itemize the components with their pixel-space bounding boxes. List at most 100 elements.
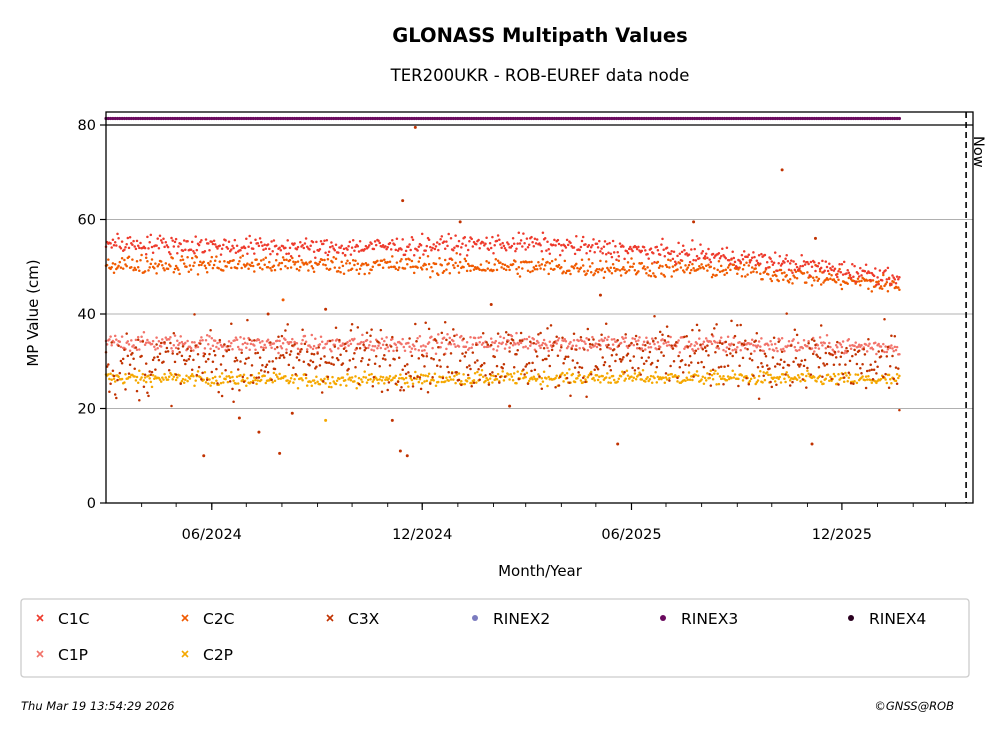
data-point-c2c — [589, 271, 593, 274]
data-point-c1c — [131, 243, 134, 247]
data-point-c1p — [813, 350, 816, 353]
data-point-c3x — [325, 361, 329, 365]
data-point-c3x — [305, 350, 309, 354]
data-point-c1c — [707, 247, 710, 251]
rinex-strip-point — [863, 116, 867, 121]
data-point-c2c — [750, 266, 754, 269]
data-point-c1p — [240, 348, 243, 352]
data-point-c1p — [849, 347, 853, 351]
data-point-c3x — [452, 328, 455, 331]
data-point-c1c — [543, 237, 547, 240]
data-point-c3x — [678, 366, 682, 369]
data-point-c1p — [156, 346, 159, 350]
data-point-c3x — [282, 356, 286, 359]
data-point-c1p — [540, 343, 544, 347]
data-point-c1c — [606, 242, 609, 246]
data-point-c2p — [694, 373, 698, 377]
rinex-strip-point — [373, 116, 377, 121]
data-point-c2p — [219, 381, 223, 385]
data-point-c3x — [668, 379, 671, 382]
data-point-c2p — [406, 381, 409, 384]
data-point-c3x — [110, 341, 113, 344]
rinex-strip-point — [357, 116, 361, 121]
data-point-c2c — [494, 258, 498, 261]
data-point-c3x — [162, 360, 165, 364]
legend-label-rinex2: RINEX2 — [493, 610, 550, 628]
data-point-c3x — [360, 359, 363, 363]
data-point-c2c — [503, 263, 507, 267]
data-point-c1c — [699, 243, 702, 246]
data-point-c2c — [464, 259, 468, 263]
data-point-c2c — [301, 261, 304, 264]
data-point-c2c — [340, 260, 343, 264]
data-point-c3x — [369, 334, 372, 337]
data-point-c2p — [884, 378, 887, 381]
data-point-c2p — [730, 376, 733, 380]
data-point-c3x — [737, 384, 740, 388]
data-point-c1c — [548, 252, 552, 256]
data-point-c2c — [626, 261, 630, 264]
data-point-c1c — [693, 247, 696, 251]
data-point-c1c — [199, 240, 202, 244]
data-point-c1c — [649, 247, 653, 250]
rinex-strip-point — [150, 116, 154, 121]
data-point-c2c — [395, 261, 399, 264]
data-point-c1p — [402, 345, 406, 349]
data-point-c1c — [164, 240, 168, 244]
data-point-c2c — [346, 259, 349, 263]
data-point-c2p — [353, 380, 356, 383]
data-point-c1c — [578, 248, 581, 252]
data-point-c1p — [572, 339, 576, 342]
rinex-strip-point — [481, 116, 485, 121]
data-point-c1c — [446, 244, 449, 248]
data-point-c3x — [722, 383, 725, 386]
y-tick-label: 0 — [87, 496, 96, 512]
data-point-c1c — [511, 236, 515, 240]
data-point-c3x — [458, 359, 462, 362]
data-point-c3x — [189, 349, 193, 352]
data-point-c2c — [169, 264, 172, 268]
rinex-strip-point — [831, 116, 835, 121]
data-point-c1p — [243, 341, 247, 345]
data-point-c2p — [609, 381, 613, 385]
data-point-c2c — [133, 266, 136, 270]
data-point-c2c — [261, 268, 264, 271]
data-point-c1c — [839, 270, 843, 274]
data-point-c3x — [466, 373, 470, 377]
data-point-c2p — [655, 381, 659, 384]
data-point-c1c — [171, 239, 174, 242]
data-point-c3x — [530, 369, 533, 373]
data-point-c2p — [236, 382, 240, 385]
rinex-strip-point — [718, 116, 722, 121]
data-point-c3x — [641, 349, 645, 353]
data-point-c1c — [860, 274, 863, 277]
data-point-c1p — [248, 348, 251, 352]
data-point-c3x — [897, 367, 900, 370]
data-point-c1c — [503, 247, 507, 250]
data-point-c3x — [322, 380, 325, 383]
data-point-c2c — [713, 267, 716, 270]
data-point-c3x — [784, 373, 787, 376]
data-point-c1p — [401, 337, 404, 341]
data-point-c3x — [465, 366, 469, 369]
data-point-c2c — [305, 263, 309, 266]
data-point-c2p — [108, 377, 111, 381]
data-point-c1c — [885, 278, 889, 281]
data-point-c2p — [839, 377, 843, 380]
data-point-c2c — [240, 266, 243, 270]
data-point-c3x — [450, 371, 454, 375]
data-point-c1c — [146, 235, 149, 239]
data-point-c1p — [277, 351, 280, 355]
data-point-c1p — [419, 345, 423, 348]
data-point-c3x — [478, 378, 481, 382]
footer-timestamp: Thu Mar 19 13:54:29 2026 — [21, 699, 174, 713]
data-point-c2p — [665, 378, 669, 381]
data-point-c3x — [263, 370, 266, 373]
data-point-c1p — [883, 350, 886, 354]
rinex-strip-point — [511, 116, 515, 121]
data-point-c2p — [647, 379, 650, 383]
data-point-c2c — [136, 265, 140, 269]
data-point-c1p — [264, 346, 268, 349]
data-point-c2c — [208, 263, 211, 267]
rinex-strip-point — [656, 116, 660, 121]
